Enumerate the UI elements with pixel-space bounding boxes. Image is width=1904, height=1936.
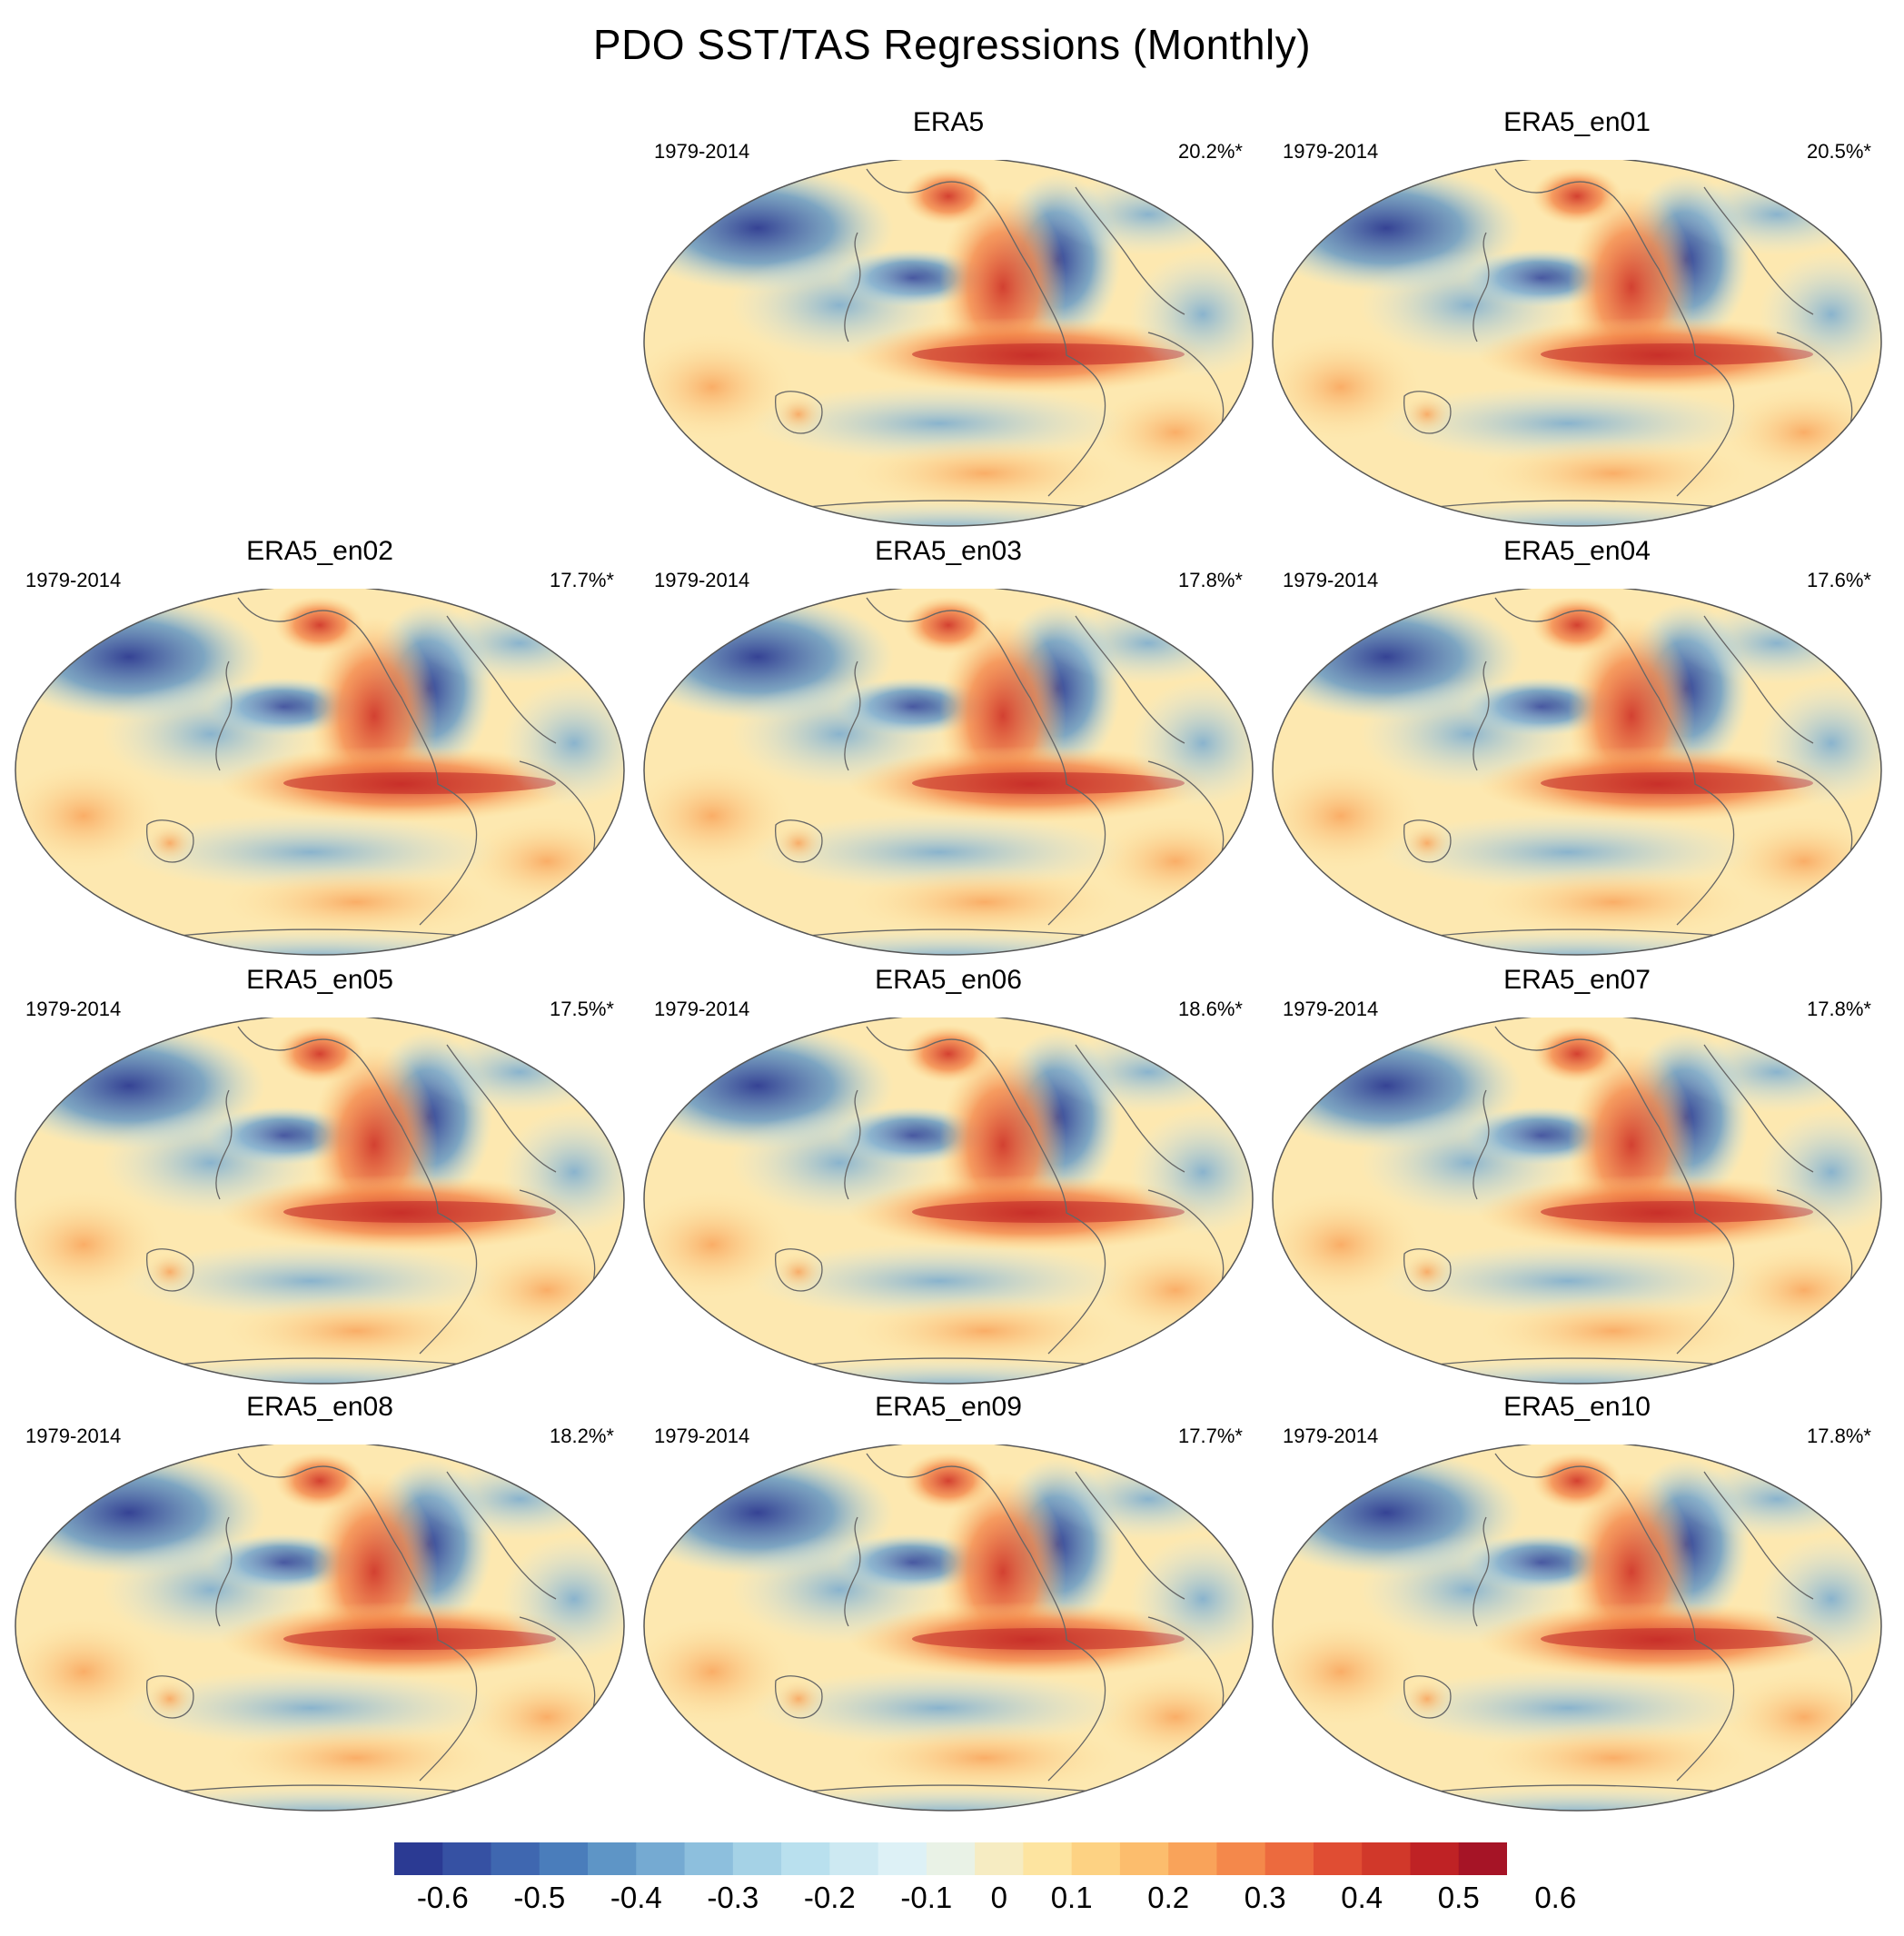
colorbar-tick-label: -0.1: [900, 1881, 953, 1914]
panel-variance-percent: 17.8%*: [1807, 1425, 1871, 1447]
colorbar-swatch: [442, 1842, 492, 1875]
map-panel: ERA5_en04 1979-2014 17.6%*: [1268, 536, 1886, 958]
colorbar-swatch: [1216, 1842, 1266, 1875]
regression-map: [643, 589, 1254, 956]
colorbar-swatch: [926, 1842, 976, 1875]
colorbar-swatch: [1313, 1842, 1363, 1875]
panel-variance-percent: 20.5%*: [1807, 140, 1871, 163]
colorbar-swatch: [491, 1842, 540, 1875]
regression-map: [1272, 160, 1882, 527]
colorbar-swatch: [1458, 1842, 1507, 1875]
map-panel: ERA5_en07 1979-2014 17.8%*: [1268, 965, 1886, 1387]
colorbar-swatch: [878, 1842, 927, 1875]
panel-period: 1979-2014: [654, 569, 750, 591]
panel-title: ERA5_en04: [1503, 536, 1651, 566]
colorbar-swatch: [1071, 1842, 1121, 1875]
colorbar-swatch: [588, 1842, 637, 1875]
colorbar-swatch: [975, 1842, 1024, 1875]
colorbar-tick-label: 0.5: [1437, 1881, 1480, 1914]
panel-title: ERA5_en09: [875, 1392, 1022, 1422]
regression-map: [1272, 1445, 1882, 1812]
map-panel: ERA5_en03 1979-2014 17.8%*: [640, 536, 1257, 958]
colorbar-swatch: [1168, 1842, 1217, 1875]
panel-title: ERA5_en07: [1503, 965, 1651, 995]
map-panel: ERA5_en02 1979-2014 17.7%*: [11, 536, 629, 958]
panel-variance-percent: 17.7%*: [550, 569, 614, 591]
colorbar-tick-label: -0.5: [513, 1881, 566, 1914]
regression-map: [643, 1445, 1254, 1812]
regression-map: [15, 1445, 625, 1812]
panel-title: ERA5_en08: [246, 1392, 393, 1422]
panel-variance-percent: 17.5%*: [550, 998, 614, 1020]
colorbar-swatch: [684, 1842, 734, 1875]
panel-title: ERA5_en06: [875, 965, 1022, 995]
regression-map: [643, 1018, 1254, 1385]
colorbar-swatch: [1023, 1842, 1073, 1875]
panel-period: 1979-2014: [25, 1425, 122, 1447]
map-panel: ERA5_en09 1979-2014 17.7%*: [640, 1392, 1257, 1814]
panel-variance-percent: 18.6%*: [1178, 998, 1243, 1020]
map-panel: ERA5_en06 1979-2014 18.6%*: [640, 965, 1257, 1387]
panel-variance-percent: 17.7%*: [1178, 1425, 1243, 1447]
panel-period: 1979-2014: [25, 998, 122, 1020]
panel-title: ERA5_en01: [1503, 107, 1651, 137]
colorbar-swatch: [1362, 1842, 1411, 1875]
regression-map: [643, 160, 1254, 527]
panel-title: ERA5_en02: [246, 536, 393, 566]
panel-period: 1979-2014: [654, 1425, 750, 1447]
panel-period: 1979-2014: [25, 569, 122, 591]
colorbar-tick-label: 0.4: [1341, 1881, 1383, 1914]
panel-variance-percent: 17.8%*: [1807, 998, 1871, 1020]
map-panel: ERA5_en08 1979-2014 18.2%*: [11, 1392, 629, 1814]
colorbar-tick-label: 0.6: [1534, 1881, 1577, 1914]
regression-map: [15, 589, 625, 956]
colorbar-swatch: [1119, 1842, 1169, 1875]
map-panel: ERA5 1979-2014 20.2%*: [640, 107, 1257, 530]
colorbar-tick-label: -0.4: [610, 1881, 662, 1914]
panel-title: ERA5: [912, 107, 985, 137]
panel-variance-percent: 17.6%*: [1807, 569, 1871, 591]
map-panel: ERA5_en10 1979-2014 17.8%*: [1268, 1392, 1886, 1814]
panel-variance-percent: 20.2%*: [1178, 140, 1243, 163]
regression-map: [1272, 1018, 1882, 1385]
colorbar-tick-label: -0.2: [803, 1881, 856, 1914]
colorbar-tick-label: 0.1: [1050, 1881, 1093, 1914]
figure-title: PDO SST/TAS Regressions (Monthly): [592, 21, 1312, 68]
panel-title: ERA5_en10: [1503, 1392, 1651, 1422]
panel-variance-percent: 18.2%*: [550, 1425, 614, 1447]
colorbar: [394, 1842, 1507, 1875]
colorbar-tick-label: 0: [990, 1881, 1007, 1914]
colorbar-labels: -0.6 -0.5 -0.4 -0.3 -0.2 -0.1 0 0.1 0.2 0.3 0.4 0.5…: [0, 1881, 1904, 1921]
colorbar-tick-label: -0.3: [707, 1881, 759, 1914]
colorbar-swatch: [829, 1842, 879, 1875]
panel-period: 1979-2014: [1283, 569, 1379, 591]
panel-title: ERA5_en05: [246, 965, 393, 995]
regression-map: [15, 1018, 625, 1385]
regression-map: [1272, 589, 1882, 956]
colorbar-swatch: [394, 1842, 443, 1875]
colorbar-swatch: [1264, 1842, 1314, 1875]
map-panel: ERA5_en01 1979-2014 20.5%*: [1268, 107, 1886, 530]
colorbar-swatch: [781, 1842, 830, 1875]
colorbar-swatch: [1410, 1842, 1460, 1875]
colorbar-tick-label: -0.6: [416, 1881, 469, 1914]
panel-period: 1979-2014: [1283, 1425, 1379, 1447]
colorbar-swatch: [636, 1842, 686, 1875]
colorbar-tick-label: 0.3: [1244, 1881, 1286, 1914]
colorbar-swatch: [732, 1842, 782, 1875]
panel-period: 1979-2014: [654, 998, 750, 1020]
panel-variance-percent: 17.8%*: [1178, 569, 1243, 591]
map-panel: ERA5_en05 1979-2014 17.5%*: [11, 965, 629, 1387]
panel-period: 1979-2014: [1283, 140, 1379, 163]
colorbar-swatch: [539, 1842, 589, 1875]
panel-period: 1979-2014: [1283, 998, 1379, 1020]
colorbar-tick-label: 0.2: [1147, 1881, 1190, 1914]
panel-title: ERA5_en03: [875, 536, 1022, 566]
panel-period: 1979-2014: [654, 140, 750, 163]
